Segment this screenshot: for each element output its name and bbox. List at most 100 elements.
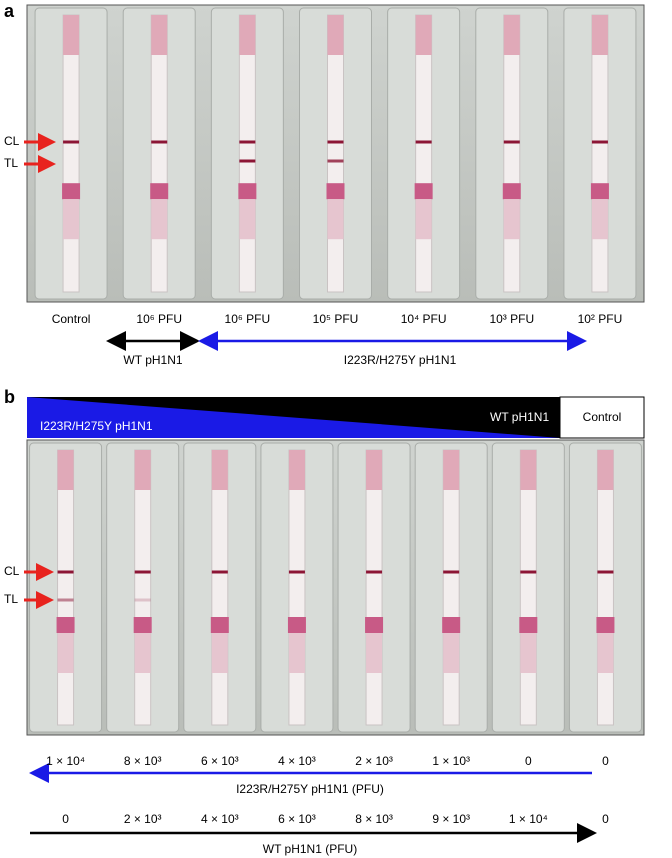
absorbent (211, 633, 228, 673)
control-line (415, 140, 432, 144)
tl-label: TL (4, 592, 18, 606)
control-line (597, 570, 614, 574)
absorbent (151, 199, 168, 240)
sample-pad (591, 15, 608, 55)
sample-pad (239, 15, 256, 55)
strip (238, 14, 256, 293)
sample-pad (211, 450, 228, 490)
strip (211, 449, 229, 726)
sample-pad (443, 450, 460, 490)
cl-label: CL (4, 564, 20, 578)
header-blue (27, 397, 560, 438)
lane-label: 10⁴ PFU (401, 312, 447, 326)
amount: 9 × 10³ (432, 812, 470, 826)
conjugate-pad (596, 617, 615, 633)
sample-pad (597, 450, 614, 490)
strip (415, 14, 433, 293)
lane-label: Control (52, 312, 91, 326)
strip (134, 449, 152, 726)
sample-pad (520, 450, 537, 490)
conjugate-pad (414, 183, 433, 200)
absorbent (443, 633, 460, 673)
control-line (57, 570, 74, 574)
absorbent (239, 199, 256, 240)
control-line (211, 570, 228, 574)
conjugate-pad (210, 617, 229, 633)
test-line (327, 159, 344, 163)
conjugate-pad (326, 183, 345, 200)
absorbent (503, 199, 520, 240)
header-control (559, 396, 645, 439)
conjugate-pad (519, 617, 538, 633)
strip (591, 14, 609, 293)
sample-pad (57, 450, 74, 490)
cl-label: CL (4, 134, 20, 148)
lane-label: 10⁶ PFU (136, 312, 182, 326)
absorbent (63, 199, 80, 240)
strip (62, 14, 80, 293)
sample-pad (151, 15, 168, 55)
amount: 0 (525, 754, 532, 768)
control-line (591, 140, 608, 144)
absorbent (520, 633, 537, 673)
absorbent (591, 199, 608, 240)
panel-label: a (4, 1, 15, 21)
absorbent (57, 633, 74, 673)
amount: 1 × 10³ (432, 754, 470, 768)
strip (519, 449, 537, 726)
strip (57, 449, 75, 726)
amount: 2 × 10³ (124, 812, 162, 826)
strip (150, 14, 168, 293)
absorbent (366, 633, 383, 673)
strip (503, 14, 521, 293)
amount: 4 × 10³ (278, 754, 316, 768)
amount: 6 × 10³ (201, 754, 239, 768)
control-line (63, 140, 80, 144)
control-line (327, 140, 344, 144)
strip (327, 14, 344, 293)
sample-pad (366, 450, 383, 490)
conjugate-pad (238, 183, 257, 200)
test-line (239, 159, 256, 163)
control-line (239, 140, 256, 144)
amount: 1 × 10⁴ (46, 754, 85, 768)
conjugate-pad (287, 617, 306, 633)
absorbent (288, 633, 305, 673)
amount: 0 (602, 754, 609, 768)
control-line (520, 570, 537, 574)
amount: 2 × 10³ (355, 754, 393, 768)
conjugate-pad (56, 617, 75, 633)
strip (365, 449, 383, 726)
conjugate-pad (365, 617, 384, 633)
header-wt: WT pH1N1 (490, 410, 549, 424)
conjugate-pad (150, 183, 169, 200)
absorbent (415, 199, 432, 240)
amount: 1 × 10⁴ (509, 812, 548, 826)
sample-pad (134, 450, 151, 490)
lane-label: 10⁵ PFU (313, 312, 359, 326)
amount: 0 (62, 812, 69, 826)
conjugate-pad (62, 183, 81, 200)
header-mutant: I223R/H275Y pH1N1 (40, 419, 153, 433)
lane-label: 10⁶ PFU (225, 312, 271, 326)
strip (596, 449, 614, 726)
control-line (503, 140, 520, 144)
conjugate-pad (502, 183, 521, 200)
control-line (151, 140, 168, 144)
group-label: WT pH1N1 (123, 353, 182, 367)
absorbent (134, 633, 151, 673)
axis-label: I223R/H275Y pH1N1 (PFU) (236, 782, 384, 796)
tl-label: TL (4, 156, 18, 170)
lane-label: 10² PFU (578, 312, 623, 326)
sample-pad (288, 450, 305, 490)
sample-pad (327, 15, 344, 55)
conjugate-pad (442, 617, 461, 633)
control-line (288, 570, 305, 574)
absorbent (327, 199, 344, 240)
control-line (134, 570, 151, 574)
sample-pad (503, 15, 520, 55)
axis-label: WT pH1N1 (PFU) (263, 842, 357, 856)
amount: 8 × 10³ (355, 812, 393, 826)
control-line (366, 570, 383, 574)
